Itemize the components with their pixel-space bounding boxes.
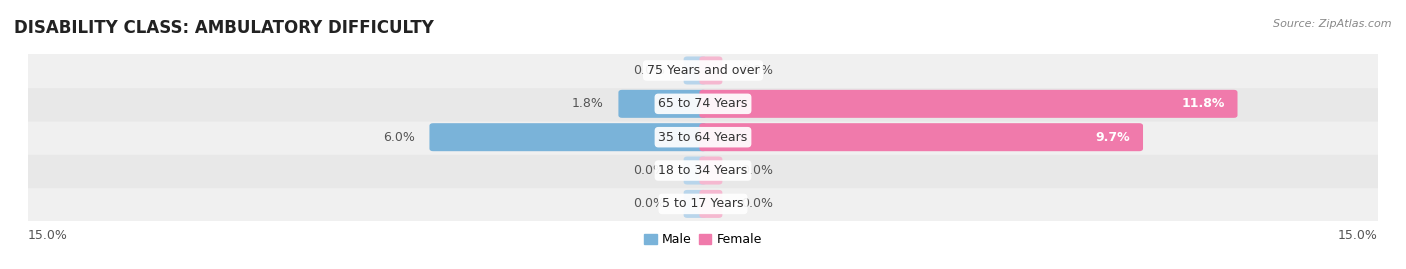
FancyBboxPatch shape (683, 157, 707, 185)
Text: 1.8%: 1.8% (572, 97, 605, 110)
Text: 11.8%: 11.8% (1181, 97, 1225, 110)
Text: 75 Years and over: 75 Years and over (647, 64, 759, 77)
FancyBboxPatch shape (21, 86, 1385, 122)
Text: 9.7%: 9.7% (1095, 131, 1130, 144)
FancyBboxPatch shape (21, 119, 1385, 155)
Text: 0.0%: 0.0% (633, 64, 665, 77)
FancyBboxPatch shape (699, 56, 723, 84)
Text: 18 to 34 Years: 18 to 34 Years (658, 164, 748, 177)
Text: 15.0%: 15.0% (1339, 229, 1378, 242)
Text: Source: ZipAtlas.com: Source: ZipAtlas.com (1274, 19, 1392, 29)
FancyBboxPatch shape (699, 90, 1237, 118)
Text: 0.0%: 0.0% (741, 64, 773, 77)
FancyBboxPatch shape (699, 190, 723, 218)
FancyBboxPatch shape (683, 190, 707, 218)
FancyBboxPatch shape (699, 123, 1143, 151)
Text: 0.0%: 0.0% (633, 164, 665, 177)
Text: 0.0%: 0.0% (741, 164, 773, 177)
FancyBboxPatch shape (21, 153, 1385, 188)
FancyBboxPatch shape (21, 53, 1385, 88)
FancyBboxPatch shape (699, 157, 723, 185)
Text: 0.0%: 0.0% (741, 197, 773, 210)
Text: 5 to 17 Years: 5 to 17 Years (662, 197, 744, 210)
FancyBboxPatch shape (683, 56, 707, 84)
FancyBboxPatch shape (429, 123, 707, 151)
Text: 15.0%: 15.0% (28, 229, 67, 242)
Text: 35 to 64 Years: 35 to 64 Years (658, 131, 748, 144)
Text: DISABILITY CLASS: AMBULATORY DIFFICULTY: DISABILITY CLASS: AMBULATORY DIFFICULTY (14, 19, 434, 37)
Text: 6.0%: 6.0% (384, 131, 415, 144)
Text: 65 to 74 Years: 65 to 74 Years (658, 97, 748, 110)
Legend: Male, Female: Male, Female (640, 228, 766, 251)
FancyBboxPatch shape (619, 90, 707, 118)
Text: 0.0%: 0.0% (633, 197, 665, 210)
FancyBboxPatch shape (21, 186, 1385, 222)
